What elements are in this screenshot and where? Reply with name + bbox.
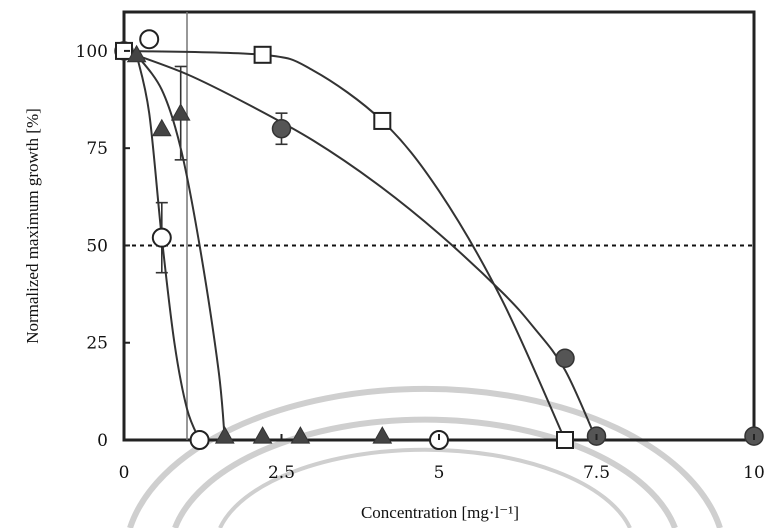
tick-marks <box>123 49 755 441</box>
data-point-filled-triangle <box>214 426 235 444</box>
data-point-open-square <box>253 45 272 64</box>
data-point-filled-triangle <box>126 44 147 63</box>
data-point-filled-triangle <box>290 426 311 444</box>
watermark <box>127 385 723 528</box>
y-tick-label: 25 <box>86 334 108 354</box>
data-point-filled-triangle <box>372 426 393 444</box>
data-point-filled-circle <box>555 348 575 369</box>
x-tick-label: 5 <box>434 463 445 483</box>
data-point-open-circle <box>151 227 172 248</box>
data-point-filled-triangle <box>252 426 273 444</box>
y-axis-title: Normalized maximum growth [%] <box>23 108 42 344</box>
y-tick-label: 100 <box>76 42 108 62</box>
x-tick-label: 2.5 <box>268 463 295 483</box>
fit-curve-filled-triangle <box>135 54 226 441</box>
x-axis-title: Concentration [mg·l⁻¹] <box>361 503 519 522</box>
y-tick-label: 0 <box>97 431 108 451</box>
x-tick-label: 7.5 <box>583 463 610 483</box>
x-tick-label: 0 <box>119 463 130 483</box>
data-point-open-circle <box>139 29 160 50</box>
fit-curve-open-circle <box>135 54 201 441</box>
data-point-filled-triangle <box>170 103 191 121</box>
data-point-open-circle <box>189 430 210 450</box>
data-point-open-square <box>373 111 392 130</box>
data-point-filled-circle <box>271 118 292 139</box>
y-tick-label: 50 <box>86 236 108 256</box>
data-point-open-square <box>556 431 574 449</box>
fit-curve-filled-circle <box>123 49 598 441</box>
data-point-filled-triangle <box>151 118 172 137</box>
x-tick-label: 10 <box>743 463 765 483</box>
error-bars <box>155 65 288 274</box>
y-tick-label: 75 <box>86 139 108 159</box>
data-points <box>114 29 764 450</box>
reference-layer <box>124 12 754 440</box>
